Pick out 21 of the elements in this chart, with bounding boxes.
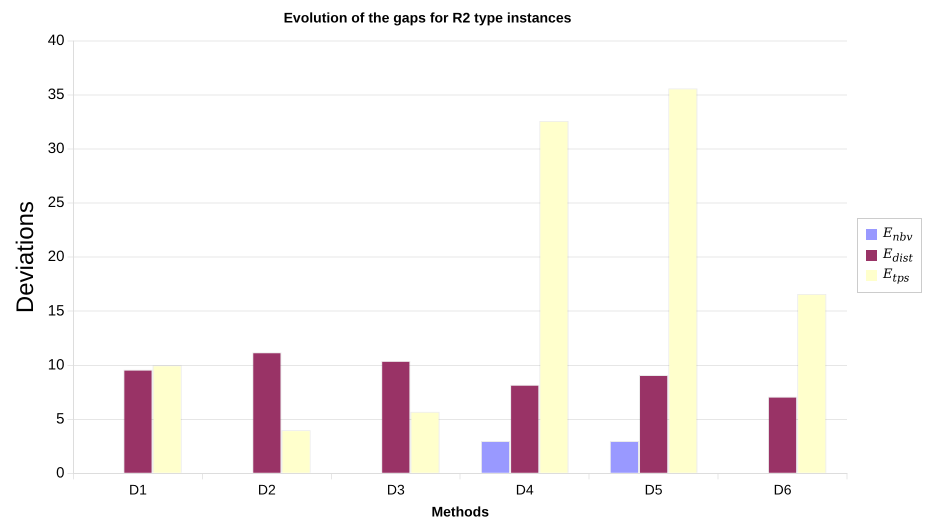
y-tick-label: 30 [48, 140, 64, 158]
x-tick-label: D1 [128, 482, 148, 498]
y-tick-label: 25 [48, 194, 64, 212]
y-axis-title: Deviations [12, 201, 40, 314]
legend-label: E$_{nbv}$ [883, 226, 913, 244]
y-tick-label: 15 [48, 302, 64, 320]
y-tick-label: 40 [48, 32, 64, 49]
x-axis-title: Methods [431, 503, 490, 520]
x-tick-label: D3 [386, 482, 405, 498]
x-tick-label: D6 [774, 482, 792, 498]
y-tick-label: 5 [56, 410, 64, 428]
legend-label: E$_{dist}$ [883, 246, 913, 264]
y-tick-label: 10 [48, 356, 64, 374]
y-tick-label: 0 [56, 464, 64, 482]
x-tick-label: D4 [516, 482, 534, 498]
x-tick-label: D5 [644, 482, 663, 498]
y-tick-label: 20 [48, 248, 64, 266]
legend-label: E$_{tps}$ [883, 267, 910, 285]
y-tick-label: 35 [48, 86, 64, 104]
chart-title: Evolution of the gaps for R2 type instances [284, 9, 572, 26]
x-tick-label: D2 [258, 482, 276, 498]
